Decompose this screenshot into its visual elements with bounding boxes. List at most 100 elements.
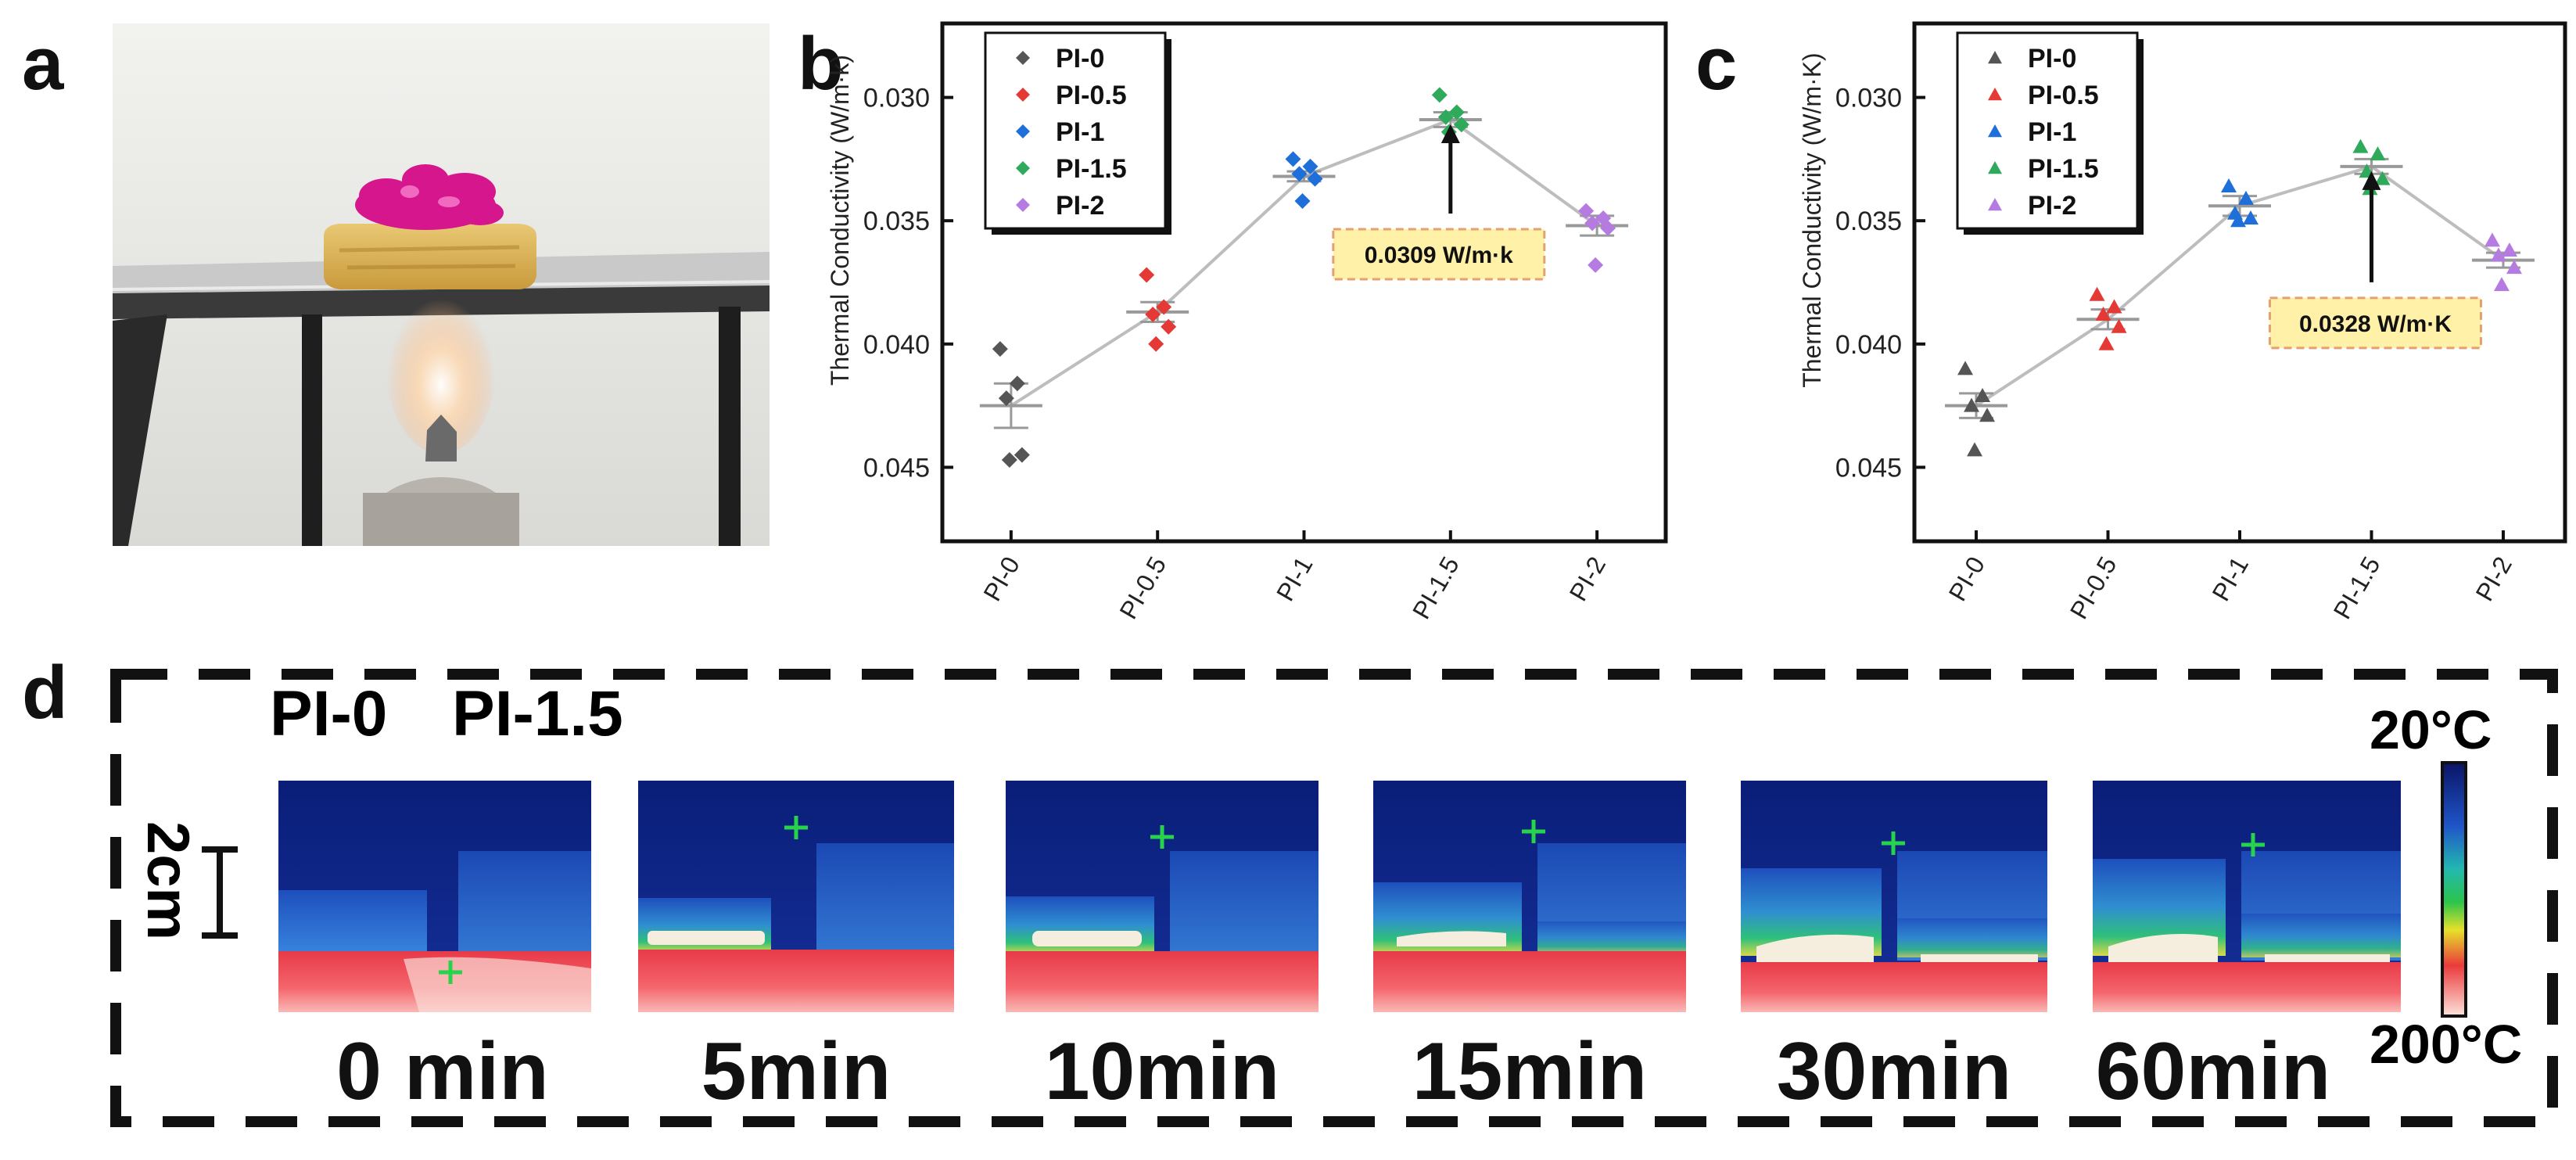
annotation-text: 0.0328 W/m·K xyxy=(2299,311,2452,337)
thermal-frame-10min xyxy=(1006,781,1318,1012)
time-label-5: 60min xyxy=(2095,1026,2331,1117)
scale-bar-label: 2cm xyxy=(135,821,201,941)
legend-label: PI-1.5 xyxy=(2028,154,2099,184)
legend-marker xyxy=(1016,124,1030,138)
annotation-arrowhead xyxy=(1440,124,1460,143)
y-tick-label: 0.035 xyxy=(863,207,930,236)
legend-label: PI-1.5 xyxy=(1056,154,1127,184)
time-label-2: 10min xyxy=(1044,1026,1280,1117)
data-point xyxy=(2501,242,2517,257)
data-point xyxy=(2221,178,2237,193)
legend-marker xyxy=(1016,51,1030,65)
data-point xyxy=(2238,190,2254,205)
data-point xyxy=(1156,299,1172,315)
data-point xyxy=(1957,361,1974,375)
y-axis-label: Thermal Conductivity (W/m·K) xyxy=(1798,52,1826,388)
colorbar-bottom-label: 200°C xyxy=(2370,1014,2523,1075)
colorbar-top-label: 20°C xyxy=(2370,699,2492,760)
data-point xyxy=(2095,306,2111,321)
y-tick-label: 0.030 xyxy=(863,84,930,113)
y-tick-label: 0.035 xyxy=(1835,207,1902,236)
thermal-frame-15min xyxy=(1373,781,1686,1012)
data-point xyxy=(1600,220,1616,236)
data-point xyxy=(1014,447,1030,463)
data-point xyxy=(2506,260,2522,275)
data-point xyxy=(1302,158,1318,174)
data-point xyxy=(1967,442,1983,457)
data-point xyxy=(2484,232,2500,247)
y-axis-label: Thermal Conductivity (W/m·k) xyxy=(826,55,854,386)
thermal-frame-0min xyxy=(278,781,591,1012)
data-point xyxy=(1139,267,1155,283)
legend-label: PI-0 xyxy=(2028,44,2076,74)
data-point xyxy=(1578,203,1595,219)
data-point xyxy=(2370,146,2386,161)
legend-label: PI-1 xyxy=(1056,117,1104,147)
plot-frame xyxy=(1912,21,2567,544)
data-point xyxy=(1964,397,1980,412)
sample-label-pi15: PI-1.5 xyxy=(452,678,623,749)
scale-bar xyxy=(202,846,238,939)
legend-marker xyxy=(1988,161,2002,174)
legend-label: PI-0.5 xyxy=(2028,81,2099,110)
annotation-arrowhead xyxy=(2362,171,2381,190)
data-point xyxy=(992,341,1008,357)
legend-marker xyxy=(1016,198,1030,212)
burner-photo xyxy=(113,23,770,546)
data-point xyxy=(2352,138,2369,153)
data-point xyxy=(1291,166,1308,182)
data-point xyxy=(1307,171,1323,187)
data-point xyxy=(998,390,1014,407)
legend-label: PI-1 xyxy=(2028,117,2076,147)
legend-label: PI-2 xyxy=(1056,191,1104,221)
legend-marker xyxy=(1988,88,2002,101)
annotation-text: 0.0309 W/m·k xyxy=(1365,242,1513,268)
thermal-frame-60min xyxy=(2093,781,2401,1012)
data-point xyxy=(2493,277,2510,292)
legend-marker xyxy=(1988,198,2002,211)
time-label-0: 0 min xyxy=(336,1026,549,1117)
sample-label-pi0: PI-0 xyxy=(270,678,388,749)
data-point xyxy=(2230,213,2246,228)
legend-label: PI-0 xyxy=(1056,44,1104,74)
data-point xyxy=(2106,299,2122,314)
data-point xyxy=(1145,306,1161,322)
data-point xyxy=(1979,408,1996,422)
y-tick-label: 0.030 xyxy=(1835,84,1902,113)
legend-box xyxy=(984,31,1167,230)
data-point xyxy=(2089,286,2105,301)
data-point xyxy=(1148,336,1164,352)
data-point xyxy=(1431,87,1448,103)
y-tick-label: 0.040 xyxy=(863,330,930,360)
time-label-4: 30min xyxy=(1776,1026,2012,1117)
panel-label-d: d xyxy=(22,651,68,734)
thermal-frame-30min xyxy=(1741,781,2047,1012)
annotation-box xyxy=(1332,228,1546,281)
data-point xyxy=(1975,388,1991,403)
panel-label-c: c xyxy=(1695,22,1738,106)
data-point xyxy=(1161,318,1177,335)
data-point xyxy=(2490,247,2506,262)
legend-box xyxy=(1956,31,2139,230)
legend-marker xyxy=(1988,51,2002,64)
legend-label: PI-0.5 xyxy=(1056,81,1127,110)
data-point xyxy=(1001,451,1017,468)
legend-marker xyxy=(1988,124,2002,138)
data-point xyxy=(1584,215,1601,232)
data-point xyxy=(1009,375,1025,392)
y-tick-label: 0.045 xyxy=(1835,453,1902,483)
legend-marker xyxy=(1016,88,1030,102)
data-point xyxy=(1294,192,1311,209)
data-point xyxy=(2374,171,2391,185)
colorbar xyxy=(2441,761,2467,1018)
data-point xyxy=(1285,151,1301,167)
panel-label-a: a xyxy=(22,22,64,106)
time-label-1: 5min xyxy=(701,1026,892,1117)
time-label-3: 15min xyxy=(1412,1026,1648,1117)
data-point xyxy=(1588,257,1604,273)
legend-label: PI-2 xyxy=(2028,191,2076,221)
thermal-frame-5min xyxy=(638,781,954,1012)
